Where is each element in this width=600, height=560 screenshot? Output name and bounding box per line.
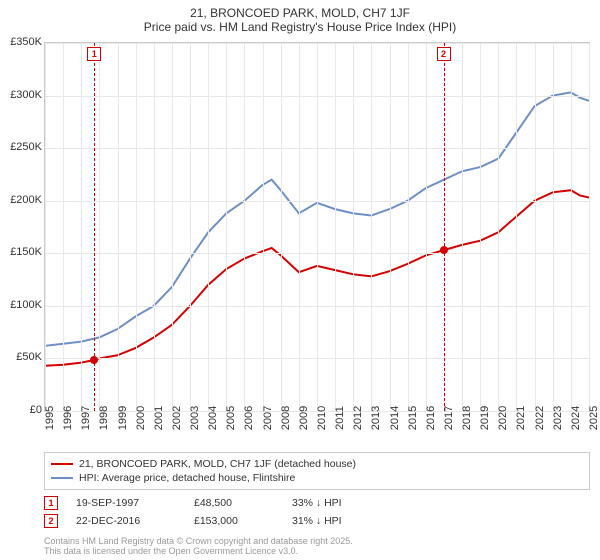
grid-line-v xyxy=(45,43,46,411)
x-axis-label: 1997 xyxy=(80,406,92,430)
x-axis-label: 2024 xyxy=(570,406,582,430)
x-axis-label: 1996 xyxy=(62,406,74,430)
grid-line-v xyxy=(263,43,264,411)
annotation-date: 22-DEC-2016 xyxy=(76,515,176,527)
grid-line-v xyxy=(371,43,372,411)
grid-line-v xyxy=(172,43,173,411)
x-axis-label: 2022 xyxy=(534,406,546,430)
annotation-pct: 31% ↓ HPI xyxy=(292,515,392,527)
x-axis-label: 2015 xyxy=(407,406,419,430)
x-axis-label: 2021 xyxy=(515,406,527,430)
grid-line-v xyxy=(408,43,409,411)
grid-line-v xyxy=(553,43,554,411)
footer-line2: This data is licensed under the Open Gov… xyxy=(44,546,590,556)
grid-line-v xyxy=(462,43,463,411)
x-axis-label: 2018 xyxy=(461,406,473,430)
y-axis-label: £200K xyxy=(0,194,42,206)
y-axis-label: £250K xyxy=(0,141,42,153)
grid-line-v xyxy=(81,43,82,411)
x-axis-label: 2020 xyxy=(497,406,509,430)
y-axis-label: £150K xyxy=(0,246,42,258)
annotation-number: 1 xyxy=(44,496,58,510)
annotation-price: £48,500 xyxy=(194,497,274,509)
x-axis-label: 2007 xyxy=(262,406,274,430)
x-axis-label: 2006 xyxy=(243,406,255,430)
grid-line-v xyxy=(390,43,391,411)
plot-area: 12 xyxy=(44,42,590,412)
y-axis-label: £350K xyxy=(0,36,42,48)
x-axis-label: 2008 xyxy=(280,406,292,430)
y-axis-label: £100K xyxy=(0,299,42,311)
grid-line-v xyxy=(317,43,318,411)
grid-line-v xyxy=(480,43,481,411)
grid-line-v xyxy=(498,43,499,411)
annotation-price: £153,000 xyxy=(194,515,274,527)
x-axis-label: 1999 xyxy=(117,406,129,430)
x-axis-label: 2013 xyxy=(370,406,382,430)
x-axis-label: 2004 xyxy=(207,406,219,430)
chart-title-line2: Price paid vs. HM Land Registry's House … xyxy=(0,20,600,38)
grid-line-v xyxy=(299,43,300,411)
grid-line-v xyxy=(208,43,209,411)
grid-line-v xyxy=(244,43,245,411)
annotation-number: 2 xyxy=(44,514,58,528)
chart-container: 21, BRONCOED PARK, MOLD, CH7 1JF Price p… xyxy=(0,0,600,560)
x-axis-label: 2002 xyxy=(171,406,183,430)
x-axis-label: 2009 xyxy=(298,406,310,430)
annotation-pct: 33% ↓ HPI xyxy=(292,497,392,509)
annotation-row: 2 22-DEC-2016 £153,000 31% ↓ HPI xyxy=(44,512,590,530)
marker-dashed-line xyxy=(444,43,445,411)
grid-line-v xyxy=(571,43,572,411)
chart-title-line1: 21, BRONCOED PARK, MOLD, CH7 1JF xyxy=(0,0,600,20)
footer: Contains HM Land Registry data © Crown c… xyxy=(44,536,590,557)
x-axis-label: 2016 xyxy=(425,406,437,430)
x-axis-label: 2019 xyxy=(479,406,491,430)
x-axis-label: 1995 xyxy=(44,406,56,430)
grid-line-v xyxy=(154,43,155,411)
grid-line-v xyxy=(118,43,119,411)
marker-dot xyxy=(90,356,98,364)
legend-row: HPI: Average price, detached house, Flin… xyxy=(51,471,583,485)
x-axis-label: 2012 xyxy=(352,406,364,430)
grid-line-v xyxy=(335,43,336,411)
grid-line-v xyxy=(136,43,137,411)
legend-label: HPI: Average price, detached house, Flin… xyxy=(79,472,295,484)
grid-line-v xyxy=(535,43,536,411)
y-axis-label: £50K xyxy=(0,351,42,363)
annotations: 1 19-SEP-1997 £48,500 33% ↓ HPI 2 22-DEC-2016… xyxy=(44,494,590,530)
legend-swatch xyxy=(51,463,73,465)
grid-line-v xyxy=(281,43,282,411)
grid-line-v xyxy=(99,43,100,411)
x-axis-label: 2017 xyxy=(443,406,455,430)
x-axis-label: 2014 xyxy=(389,406,401,430)
x-axis-label: 2001 xyxy=(153,406,165,430)
marker-dot xyxy=(440,246,448,254)
grid-line-v xyxy=(516,43,517,411)
grid-line-v xyxy=(226,43,227,411)
x-axis-label: 2023 xyxy=(552,406,564,430)
legend-row: 21, BRONCOED PARK, MOLD, CH7 1JF (detach… xyxy=(51,457,583,471)
x-axis-label: 2005 xyxy=(225,406,237,430)
legend: 21, BRONCOED PARK, MOLD, CH7 1JF (detach… xyxy=(44,452,590,490)
grid-line-v xyxy=(426,43,427,411)
annotation-row: 1 19-SEP-1997 £48,500 33% ↓ HPI xyxy=(44,494,590,512)
annotation-date: 19-SEP-1997 xyxy=(76,497,176,509)
grid-line-v xyxy=(353,43,354,411)
grid-line-v xyxy=(63,43,64,411)
x-axis-label: 2003 xyxy=(189,406,201,430)
marker-number-box: 1 xyxy=(87,47,101,61)
legend-label: 21, BRONCOED PARK, MOLD, CH7 1JF (detach… xyxy=(79,458,356,470)
y-axis-label: £300K xyxy=(0,89,42,101)
x-axis-label: 1998 xyxy=(98,406,110,430)
x-axis-label: 2000 xyxy=(135,406,147,430)
grid-line-v xyxy=(589,43,590,411)
legend-swatch xyxy=(51,477,73,479)
x-axis-label: 2025 xyxy=(588,406,600,430)
y-axis-label: £0 xyxy=(0,404,42,416)
x-axis-label: 2011 xyxy=(334,406,346,430)
x-axis-label: 2010 xyxy=(316,406,328,430)
grid-line-v xyxy=(190,43,191,411)
marker-number-box: 2 xyxy=(437,47,451,61)
footer-line1: Contains HM Land Registry data © Crown c… xyxy=(44,536,590,546)
